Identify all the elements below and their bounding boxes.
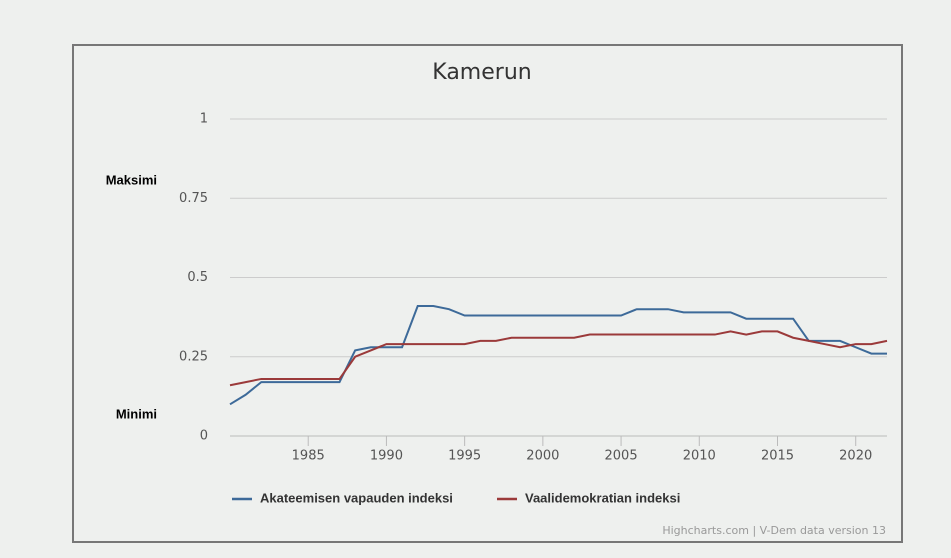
x-tick-label: 1985 (292, 449, 325, 464)
y-tick-label: 0 (200, 429, 208, 444)
legend-label: Akateemisen vapauden indeksi (260, 490, 453, 505)
y-tick-label: 0.75 (179, 191, 208, 206)
y-tick-label: 0.5 (187, 270, 208, 285)
annotation: Minimi (116, 406, 157, 421)
annotation: Maksimi (106, 172, 157, 187)
x-tick-label: 2005 (605, 449, 638, 464)
chart-frame (72, 44, 903, 543)
x-tick-label: 2010 (683, 449, 716, 464)
chart-title: Kamerun (432, 60, 531, 85)
y-tick-label: 1 (200, 112, 208, 127)
y-tick-label: 0.25 (179, 349, 208, 364)
x-tick-label: 1995 (448, 449, 481, 464)
credits: Highcharts.com | V-Dem data version 13 (662, 524, 886, 537)
legend-label: Vaalidemokratian indeksi (525, 490, 680, 505)
series-line (229, 305, 887, 406)
x-tick-label: 2015 (761, 449, 794, 464)
x-tick-label: 1990 (370, 449, 403, 464)
x-tick-label: 2000 (526, 449, 559, 464)
series-line (229, 330, 888, 387)
x-tick-label: 2020 (839, 449, 872, 464)
